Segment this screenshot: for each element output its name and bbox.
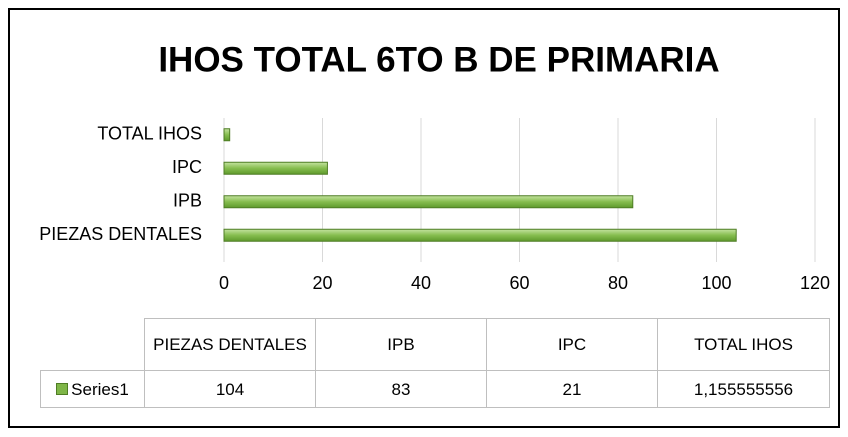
bar [223, 228, 737, 242]
y-tick-label: PIEZAS DENTALES [39, 224, 202, 244]
table-cell: 1,155555556 [657, 370, 830, 408]
y-tick-label: IPB [173, 191, 202, 211]
table-cell: 104 [144, 370, 316, 408]
legend-key [56, 383, 69, 395]
x-tick-label: 120 [800, 273, 830, 293]
bar [223, 161, 328, 175]
x-tick-label: 80 [608, 273, 628, 293]
x-tick-label: 40 [411, 273, 431, 293]
x-tick-label: 60 [509, 273, 529, 293]
table-header: IPC [486, 318, 658, 371]
x-tick-label: 0 [219, 273, 229, 293]
x-tick-label: 100 [701, 273, 731, 293]
y-tick-label: IPC [172, 157, 202, 177]
chart-title: IHOS TOTAL 6TO B DE PRIMARIA [158, 40, 719, 79]
x-tick-label: 20 [312, 273, 332, 293]
table-row-label: Series1 [40, 370, 145, 408]
bar [223, 128, 231, 142]
table-header: TOTAL IHOS [657, 318, 830, 371]
bar [223, 195, 634, 209]
table-header: PIEZAS DENTALES [144, 318, 316, 371]
legend-label: Series1 [71, 379, 129, 399]
table-cell: 21 [486, 370, 658, 408]
y-tick-label: TOTAL IHOS [97, 124, 202, 144]
table-header: IPB [315, 318, 487, 371]
chart-border [8, 8, 840, 428]
table-cell: 83 [315, 370, 487, 408]
